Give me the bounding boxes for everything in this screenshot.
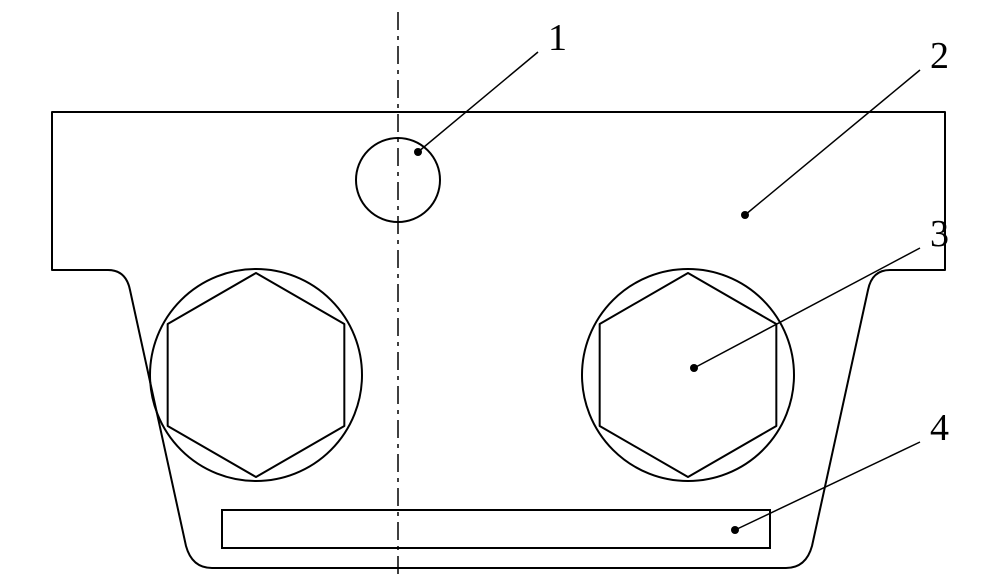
callout-label-3: 3 — [930, 213, 949, 255]
callout-dot-4 — [731, 526, 739, 534]
callout-dot-3 — [690, 364, 698, 372]
callout-label-1: 1 — [548, 17, 567, 59]
callout-dot-1 — [414, 148, 422, 156]
canvas-background — [0, 0, 1000, 586]
callout-dot-2 — [741, 211, 749, 219]
callout-label-4: 4 — [930, 407, 949, 449]
callout-label-2: 2 — [930, 35, 949, 77]
